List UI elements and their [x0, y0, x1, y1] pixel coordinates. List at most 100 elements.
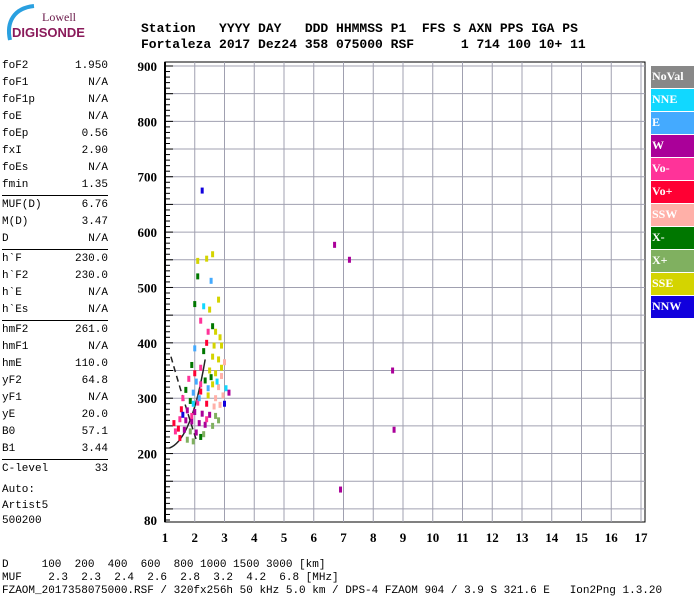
param-row: foE N/A: [2, 109, 108, 126]
x-tick-label: 15: [575, 530, 589, 545]
y-tick-label: 200: [138, 447, 158, 462]
echo-point: [206, 328, 210, 335]
x-tick-label: 8: [370, 530, 377, 545]
x-tick-label: 6: [311, 530, 318, 545]
echo-point: [202, 348, 206, 355]
param-value: 6.76: [81, 199, 108, 211]
param-row: foEp 0.56: [2, 126, 108, 143]
param-name: foF1: [2, 77, 29, 89]
separator: [2, 320, 108, 321]
echo-point: [221, 392, 225, 399]
echo-point: [224, 385, 228, 392]
legend-item: E: [651, 112, 694, 134]
echo-point: [220, 373, 224, 380]
y-tick-label: 80: [144, 513, 157, 528]
echo-point: [218, 334, 222, 341]
param-name: foEp: [2, 128, 29, 140]
separator: [2, 459, 108, 460]
legend-item: Vo+: [651, 181, 694, 203]
echo-point: [193, 345, 197, 352]
param-name: fxI: [2, 145, 22, 157]
param-row: yF1 N/A: [2, 390, 108, 407]
echo-point: [179, 406, 183, 413]
x-tick-label: 3: [221, 530, 228, 545]
echo-point: [178, 416, 182, 423]
echo-point: [181, 395, 185, 402]
muf-row: MUF 2.3 2.3 2.4 2.6 2.8 3.2 4.2 6.8 [MHz…: [2, 572, 339, 584]
echo-point: [217, 296, 221, 303]
echo-point: [188, 397, 192, 404]
legend-item: Vo-: [651, 158, 694, 180]
logo-brand: Lowell: [42, 10, 76, 24]
param-row: B0 57.1: [2, 424, 108, 441]
echo-point: [194, 429, 198, 436]
x-tick-label: 14: [545, 530, 559, 545]
legend-item: NNE: [651, 89, 694, 111]
y-tick-label: 900: [138, 59, 158, 74]
echo-point: [185, 407, 189, 414]
auto-code: 500200: [2, 515, 42, 527]
param-name: foF2: [2, 60, 29, 72]
param-value: N/A: [88, 94, 108, 106]
echo-point: [208, 411, 212, 418]
param-value: 33: [94, 463, 108, 475]
x-tick-label: 13: [516, 530, 530, 545]
x-tick-label: 1: [162, 530, 169, 545]
param-row: foF2 1.950: [2, 58, 108, 75]
echo-point: [178, 435, 182, 442]
param-name: h`E: [2, 287, 22, 299]
echo-point: [202, 303, 206, 310]
echo-point: [193, 301, 197, 308]
param-row: h`F 230.0: [2, 251, 108, 268]
echo-point: [217, 417, 221, 424]
echo-point: [217, 384, 221, 391]
echo-point: [214, 395, 218, 402]
legend-item: X+: [651, 250, 694, 272]
param-value: 261.0: [74, 324, 108, 336]
echo-point: [197, 420, 201, 427]
echo-point: [391, 367, 395, 374]
echo-point: [196, 399, 200, 406]
file-info: FZAOM_2017358075000.RSF / 320fx256h 50 k…: [2, 585, 663, 597]
echo-point: [200, 187, 204, 194]
echo-point: [333, 241, 337, 248]
param-name: B0: [2, 426, 16, 438]
echo-point: [218, 401, 222, 408]
echo-point: [191, 438, 195, 445]
param-value: N/A: [88, 233, 108, 245]
param-name: MUF(D): [2, 199, 42, 211]
param-name: hmE: [2, 358, 22, 370]
x-tick-label: 7: [340, 530, 347, 545]
param-name: foF1p: [2, 94, 36, 106]
echo-point: [212, 403, 216, 410]
param-row: B1 3.44: [2, 441, 108, 458]
echo-point: [184, 386, 188, 393]
echo-point: [209, 374, 213, 381]
separator: [2, 195, 108, 196]
param-row: D N/A: [2, 231, 108, 248]
param-row: h`Es N/A: [2, 302, 108, 319]
param-row: h`F2 230.0: [2, 268, 108, 285]
echo-point: [214, 412, 218, 419]
x-tick-label: 4: [251, 530, 258, 545]
param-row: foF1 N/A: [2, 75, 108, 92]
param-name: foE: [2, 111, 22, 123]
echo-point: [200, 410, 204, 417]
param-value: N/A: [88, 341, 108, 353]
echo-point: [209, 277, 213, 284]
param-row: fxI 2.90: [2, 143, 108, 160]
y-tick-label: 700: [138, 170, 158, 185]
echo-point: [199, 364, 203, 371]
legend-item: NNW: [651, 296, 694, 318]
param-value: 1.35: [81, 179, 108, 191]
param-row: yF2 64.8: [2, 373, 108, 390]
auto-label-text: Auto:: [2, 484, 36, 496]
echo-point: [205, 255, 209, 262]
param-value: 0.56: [81, 128, 108, 140]
header-values: Fortaleza 2017 Dez24 358 075000 RSF 1 71…: [141, 37, 586, 52]
echo-point: [172, 420, 176, 427]
separator: [2, 249, 108, 250]
echo-point: [212, 342, 216, 349]
echo-point: [187, 375, 191, 382]
param-name: yF1: [2, 392, 22, 404]
